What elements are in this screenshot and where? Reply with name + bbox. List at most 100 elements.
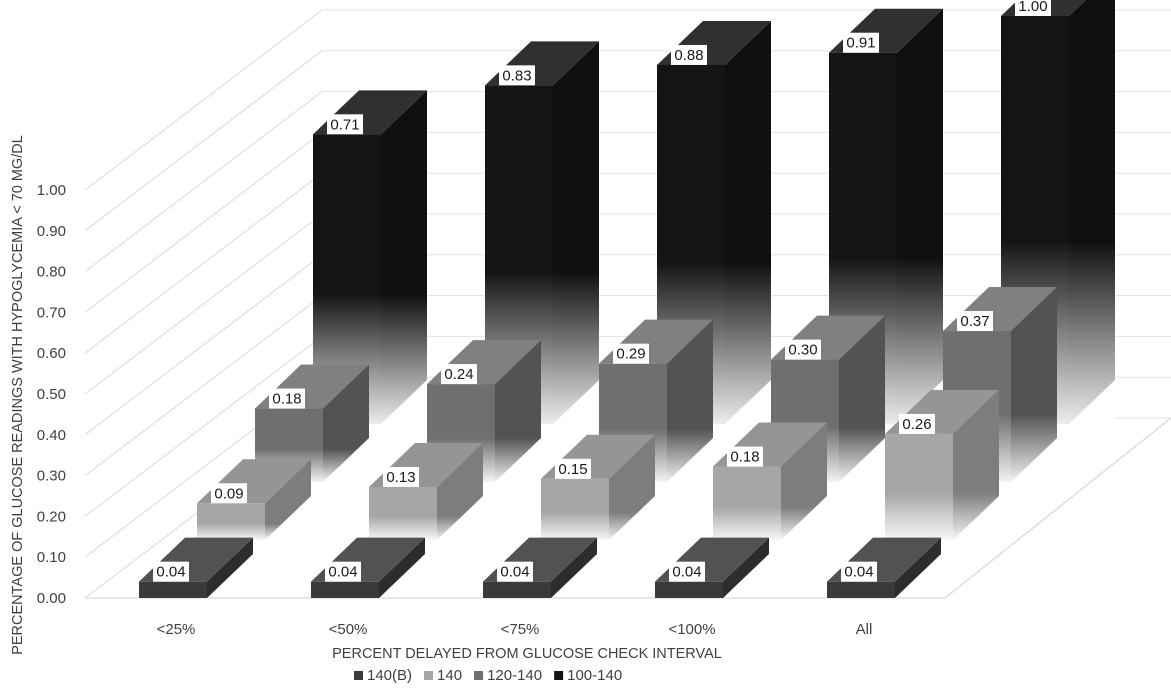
data-label: 0.29 [616, 346, 645, 363]
bar-fade [713, 466, 827, 540]
legend: 140(B) 140 120-140 100-140 [354, 667, 622, 684]
data-label-box [899, 413, 935, 434]
x-tick-label: <50% [329, 621, 368, 638]
data-label-box [843, 32, 879, 53]
gridline [84, 132, 323, 313]
data-label-box [499, 65, 535, 86]
gridline [84, 295, 323, 476]
bar [427, 340, 541, 482]
legend-swatch [554, 671, 564, 680]
data-label: 0.30 [788, 342, 817, 359]
data-label: 0.04 [672, 564, 701, 581]
data-label: 0.18 [730, 449, 759, 466]
data-label: 0.09 [214, 485, 243, 502]
floor-right-edge [944, 417, 1171, 599]
data-label-box [269, 388, 305, 409]
bar-side [895, 537, 941, 598]
bar [713, 422, 827, 540]
bar-side [207, 537, 253, 598]
x-tick-label: All [856, 621, 873, 638]
bar [313, 90, 427, 424]
data-label-box [441, 364, 477, 385]
bar-side [723, 537, 769, 598]
data-label: 0.24 [444, 366, 473, 383]
y-tick-label: 0.80 [37, 264, 66, 281]
legend-label: 140(B) [367, 667, 412, 684]
bar [369, 442, 483, 540]
legend-swatch [474, 671, 484, 680]
data-label-box [383, 466, 419, 487]
bar-front [827, 581, 895, 598]
y-tick-label: 0.30 [37, 468, 66, 485]
gridline [84, 172, 323, 354]
y-axis-title: PERCENTAGE OF GLUCOSE READINGS WITH HYPO… [10, 135, 26, 655]
bar-fade [369, 486, 483, 540]
bar-fade [541, 478, 655, 540]
data-label: 0.04 [844, 564, 873, 581]
gridline [84, 213, 323, 395]
legend-swatch [354, 671, 363, 680]
legend-swatch [424, 671, 434, 680]
data-label-box [957, 311, 993, 332]
data-label: 0.13 [386, 469, 415, 486]
data-label-box [555, 458, 591, 479]
data-label: 0.04 [328, 564, 357, 581]
bar-front [311, 581, 379, 598]
x-axis-title: PERCENT DELAYED FROM GLUCOSE CHECK INTER… [332, 646, 722, 662]
y-tick-label: 0.90 [37, 223, 66, 240]
legend-label: 140 [437, 667, 462, 684]
bars [139, 0, 1115, 598]
data-label-box [327, 114, 363, 135]
y-tick-label: 0.50 [37, 386, 66, 403]
data-label-box [841, 561, 877, 582]
y-tick-label: 0.40 [37, 427, 66, 444]
y-tick-label: 0.70 [37, 304, 66, 321]
bar [541, 434, 655, 540]
bar-fade [197, 503, 311, 540]
x-tick-label: <25% [157, 621, 196, 638]
legend-label: 120-140 [487, 667, 542, 684]
y-tick-label: 0.60 [37, 345, 66, 362]
bar-front [139, 581, 207, 598]
gridline [84, 254, 323, 436]
bar-front [483, 581, 551, 598]
data-label: 1.00 [1018, 0, 1047, 15]
data-label: 0.37 [960, 313, 989, 330]
data-label: 0.71 [330, 116, 359, 133]
data-label: 0.88 [674, 47, 703, 64]
legend-label: 100-140 [567, 667, 622, 684]
data-label: 0.04 [156, 564, 185, 581]
gridline [84, 50, 323, 232]
data-label-box [497, 561, 533, 582]
data-label: 0.91 [846, 35, 875, 52]
data-label-box [153, 561, 189, 582]
y-tick-label: 0.10 [37, 549, 66, 566]
data-label-box [671, 44, 707, 65]
data-labels: 0.71 0.83 0.88 0.91 1.00 0.18 0.24 0.29 0.30 0.37… [153, 0, 1051, 582]
data-label: 0.83 [502, 67, 531, 84]
data-label-box [785, 339, 821, 360]
data-label-box [727, 446, 763, 467]
data-label: 0.04 [500, 564, 529, 581]
gridline [84, 91, 323, 272]
y-tick-label: 1.00 [37, 182, 66, 199]
bar-side [379, 537, 425, 598]
gridline [84, 336, 323, 517]
x-tick-label: <75% [501, 621, 540, 638]
x-tick-label: <100% [668, 621, 715, 638]
data-label-box [211, 483, 247, 504]
y-tick-label: 0.20 [37, 508, 66, 525]
bar [485, 41, 599, 425]
gridline [84, 9, 323, 191]
bar-front [655, 581, 723, 598]
bar-side [551, 537, 597, 598]
bar [885, 389, 999, 540]
data-label-box [1015, 0, 1051, 16]
data-label: 0.15 [558, 461, 587, 478]
y-tick-label: 0.00 [37, 590, 66, 607]
data-label-box [669, 561, 705, 582]
data-label: 0.18 [272, 391, 301, 408]
axes: 0.00 0.10 0.20 0.30 0.40 0.50 0.60 0.70 0.80 0.90… [37, 182, 873, 638]
data-label: 0.26 [902, 416, 931, 433]
